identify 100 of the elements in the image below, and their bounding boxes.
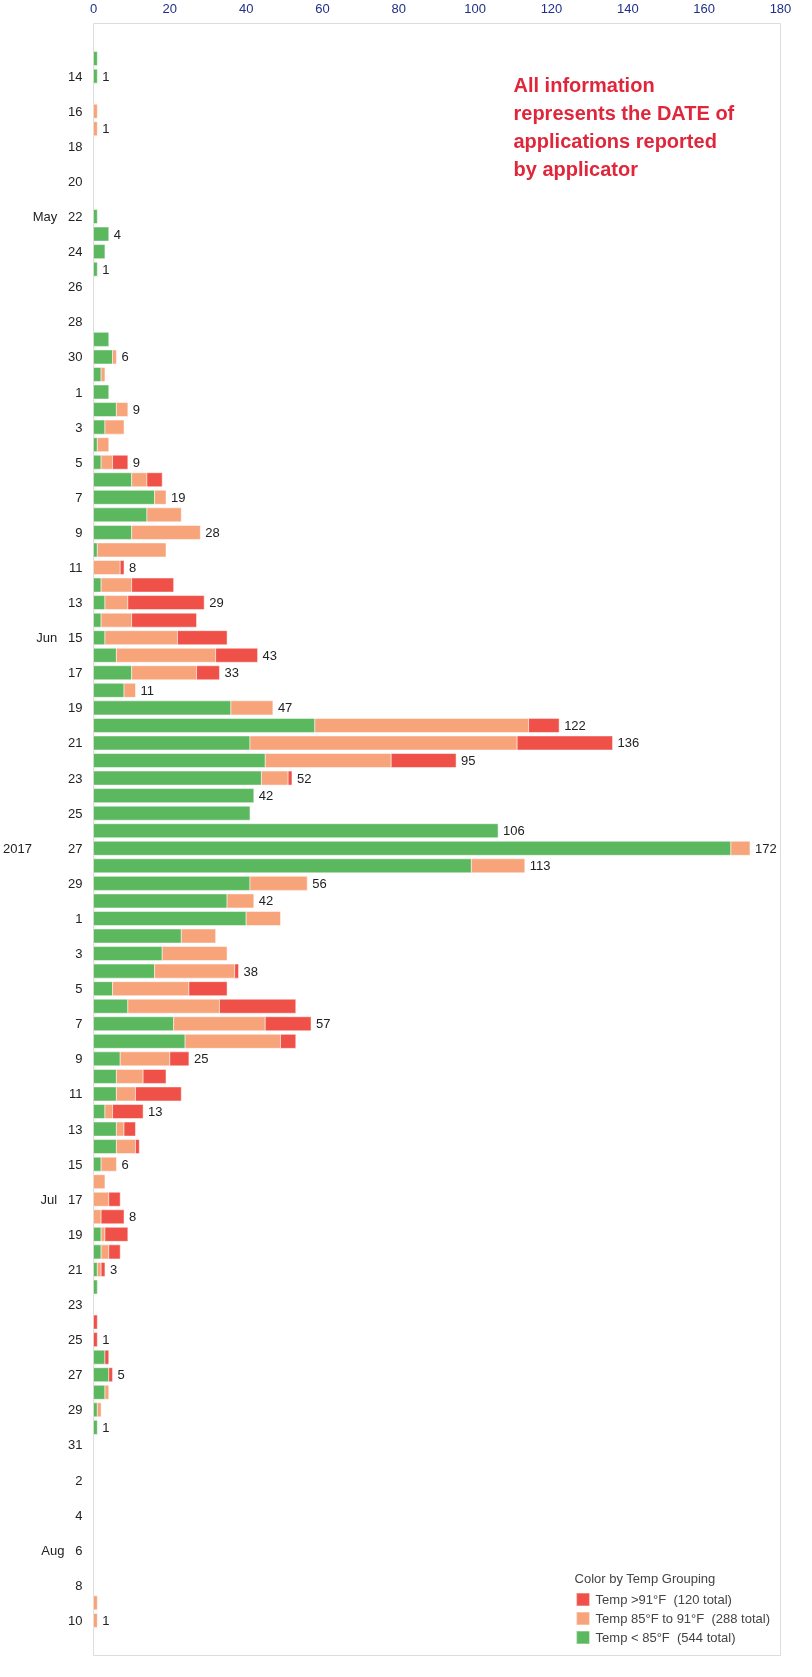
y-tick-label: 4 [75, 1507, 83, 1523]
x-tick-label: 60 [315, 0, 330, 16]
total-label: 8 [129, 560, 137, 575]
y-tick-label: May 22 [32, 209, 83, 225]
y-tick-label: 11 [69, 560, 83, 575]
bar [93, 209, 98, 224]
x-tick-label: 120 [540, 0, 563, 16]
y-tick-label: 19 [68, 1226, 83, 1242]
bar [93, 1595, 98, 1611]
x-tick-label: 140 [616, 0, 639, 16]
bar [93, 384, 110, 400]
total-label: 29 [209, 595, 224, 611]
x-tick-label: 180 [769, 0, 792, 16]
total-label: 4 [113, 226, 121, 242]
y-tick-label: 1 [75, 910, 83, 926]
bar [97, 542, 167, 558]
bar [93, 226, 110, 242]
y-tick-label: 14 [68, 68, 83, 84]
y-tick-label: 11 [69, 1086, 83, 1102]
total-label: 6 [121, 349, 129, 365]
bar [100, 1262, 106, 1277]
y-tick-label: 20 [68, 173, 83, 189]
y-tick-label: Jul 17 [40, 1191, 83, 1207]
y-tick-label: 3 [75, 946, 83, 962]
x-tick-label: 80 [391, 0, 407, 16]
bar [93, 68, 98, 84]
y-tick-label: 18 [68, 138, 83, 154]
y-tick-label: 7 [75, 1016, 83, 1032]
total-label: 3 [109, 1261, 118, 1277]
total-label: 122 [564, 717, 586, 733]
total-label: 47 [277, 700, 293, 716]
y-tick-label: 5 [75, 981, 83, 997]
bar [93, 51, 98, 66]
y-tick-label: 9 [75, 1051, 83, 1067]
bar [93, 349, 113, 365]
y-tick-label: 23 [68, 1297, 83, 1313]
x-tick-label: 100 [464, 0, 487, 16]
total-label: 136 [617, 735, 640, 751]
total-label: 106 [503, 823, 525, 839]
y-tick-label: 9 [75, 524, 83, 540]
total-label: 38 [243, 963, 258, 979]
legend-title: Color by Temp Grouping [574, 1571, 717, 1586]
total-label: 13 [148, 1104, 163, 1119]
y-tick-label: 26 [68, 279, 83, 295]
legend-label: Temp >91°F (120 total) [595, 1591, 732, 1607]
total-label: 6 [121, 1156, 129, 1172]
y-tick-label: 13 [68, 595, 83, 611]
total-label: 43 [262, 647, 278, 663]
y-tick-label: 10 [68, 1612, 83, 1628]
total-label: 1 [102, 68, 110, 84]
bar [93, 1613, 98, 1628]
total-label: 8 [129, 1209, 137, 1225]
y-tick-label: 7 [75, 489, 83, 505]
y-tick-label: 24 [68, 244, 83, 260]
bar [104, 1227, 129, 1242]
total-label: 19 [171, 489, 186, 505]
y-tick-label: 19 [68, 700, 83, 716]
legend-label: Temp 85°F to 91°F (288 total) [595, 1610, 770, 1626]
total-label: 52 [296, 770, 312, 786]
y-tick-label: 29 [68, 1402, 83, 1418]
bar [97, 437, 110, 452]
total-label: 1 [102, 1419, 110, 1435]
bar [93, 1279, 98, 1295]
bar [93, 1174, 106, 1189]
bar [93, 788, 255, 803]
y-tick-label: 27 [68, 1367, 83, 1383]
y-tick-label: 13 [68, 1121, 83, 1137]
y-tick-label: 21 [68, 735, 83, 751]
bar [93, 805, 251, 821]
total-label: 33 [224, 665, 239, 681]
y-tick-label: Aug 6 [41, 1542, 83, 1558]
y-tick-label: 5 [75, 454, 83, 470]
total-label: 9 [132, 454, 141, 470]
y-tick-label: 16 [68, 103, 83, 119]
bar [93, 560, 121, 575]
y-tick-label: 29 [68, 875, 83, 891]
x-tick-label: 20 [162, 0, 178, 16]
total-label: 57 [316, 1016, 331, 1032]
y-tick-label: 8 [75, 1577, 83, 1593]
total-label: 5 [117, 1367, 125, 1383]
y-tick-label: 2 [75, 1472, 83, 1488]
legend-label: Temp < 85°F (544 total) [595, 1629, 736, 1645]
y-tick-label: 21 [68, 1261, 83, 1277]
y-tick-label: 25 [68, 1332, 83, 1348]
total-label: 25 [193, 1051, 209, 1067]
y-tick-label: 28 [68, 314, 83, 330]
bar [93, 1367, 110, 1382]
x-tick-label: 160 [693, 0, 716, 16]
total-label: 42 [258, 788, 274, 804]
y-tick-label: 3 [75, 419, 83, 435]
total-label: 95 [461, 753, 476, 769]
y-tick-label: 2017 27 [3, 840, 83, 856]
y-tick-label: 25 [68, 805, 83, 821]
bar [93, 1420, 98, 1435]
y-tick-label: 30 [68, 349, 83, 365]
bar [93, 121, 98, 137]
y-tick-label: 31 [68, 1437, 83, 1453]
total-label: 1 [102, 1612, 110, 1628]
y-tick-label: 17 [68, 665, 83, 681]
bar [93, 103, 98, 119]
